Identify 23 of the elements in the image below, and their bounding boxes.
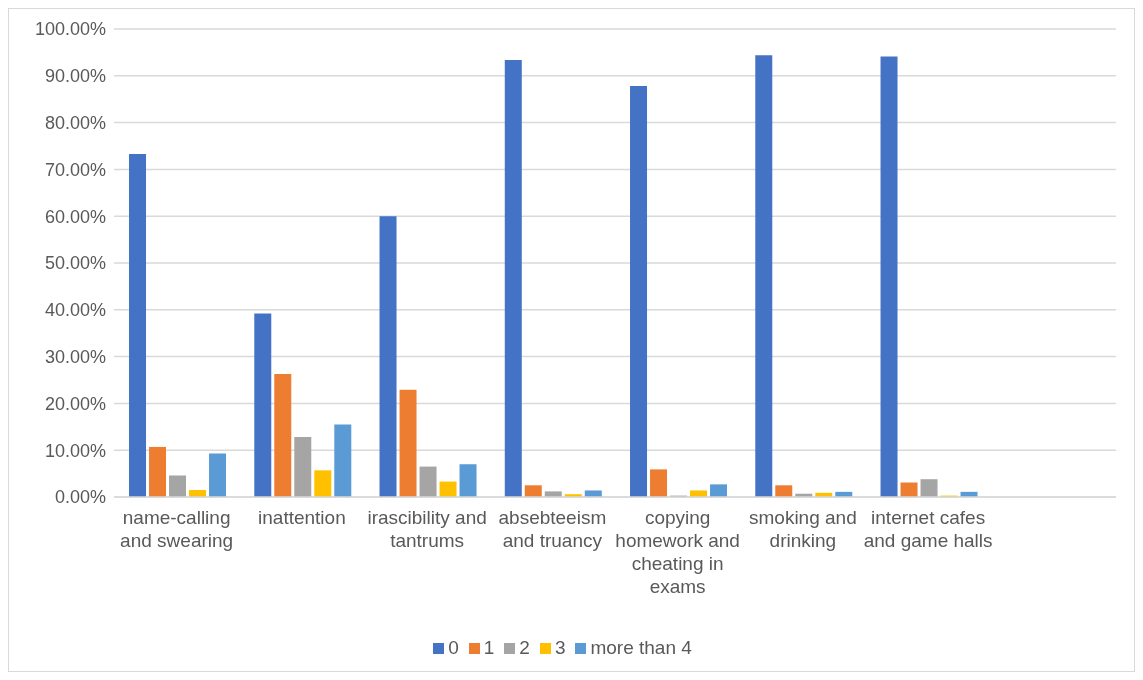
legend-label: more than 4 [590, 637, 692, 658]
y-tick-label: 30.00% [44, 346, 106, 367]
x-tick-label: irascibility and tantrums [367, 507, 487, 552]
y-tick-label: 20.00% [44, 393, 106, 414]
y-tick-label: 50.00% [44, 253, 106, 274]
legend-label: 2 [519, 637, 530, 658]
x-tick-label: absebteeism and truancy [498, 507, 607, 552]
y-tick-label: 60.00% [44, 206, 106, 227]
x-tick-label: name-calling and swearing [120, 507, 234, 552]
legend-label: 1 [483, 637, 495, 658]
x-tick-label: inattention [258, 507, 346, 529]
y-tick-label: 90.00% [44, 66, 106, 87]
x-tick-label: internet cafes and game halls [863, 507, 993, 552]
y-tick-label: 70.00% [44, 159, 106, 180]
y-tick-label: 10.00% [44, 440, 106, 461]
y-tick-label: 0.00% [54, 487, 106, 508]
y-tick-label: 80.00% [44, 112, 106, 133]
legend-label: 0 [448, 637, 459, 658]
legend-label: 3 [554, 637, 566, 658]
x-tick-label: smoking and drinking [749, 507, 857, 552]
x-tick-label: copying homework and cheating in exams [615, 507, 740, 598]
y-tick-label: 100.00% [34, 19, 106, 40]
y-tick-label: 40.00% [44, 300, 106, 321]
